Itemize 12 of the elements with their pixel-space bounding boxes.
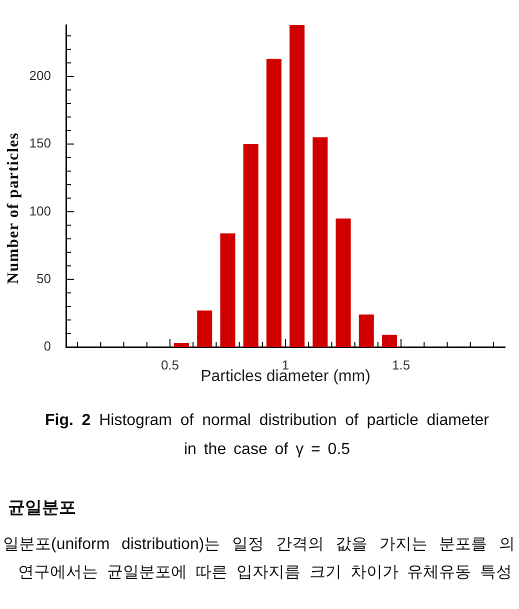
- y-tick-label: 150: [29, 136, 51, 151]
- text: 일분포(uniform distribution)는 일정 간격의 값을 가지는 분포를 의: [3, 535, 515, 555]
- y-tick-label: 50: [36, 270, 51, 286]
- text: Fig. 2 Histogram of normal distribution of particle diameter in the case of γ = 0.5: [45, 412, 490, 458]
- x-tick-label: 1.5: [392, 357, 410, 372]
- y-tick-label: 200: [29, 68, 51, 83]
- text: 연구에서는 균일분포에 따른 입자지름 크기 차이가 유체유동 특성: [18, 563, 512, 583]
- y-tick-label: 100: [29, 203, 51, 218]
- y-axis-title: Number of particles: [4, 131, 23, 285]
- y-tick-label: 0: [44, 338, 51, 354]
- x-tick-label: 0.5: [160, 357, 180, 372]
- text: 균일분포: [8, 497, 77, 519]
